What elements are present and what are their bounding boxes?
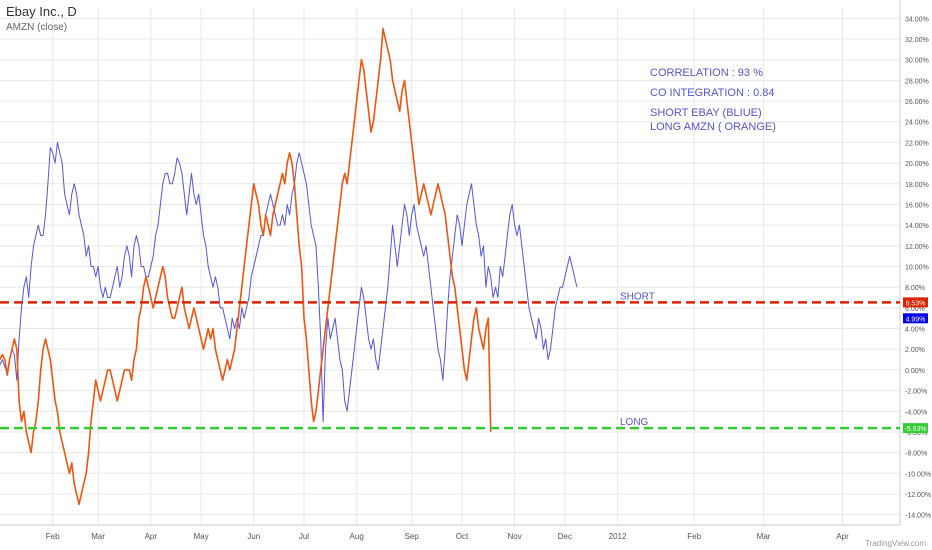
chart-title: Ebay Inc., D — [6, 4, 77, 19]
x-tick-label: Dec — [558, 532, 572, 541]
x-tick-label: Jun — [247, 532, 260, 541]
long-level-label: LONG — [620, 417, 649, 428]
y-tick-label: 16.00% — [905, 202, 929, 209]
x-tick-label: Mar — [91, 532, 105, 541]
x-tick-label: Oct — [456, 532, 469, 541]
x-tick-label: Apr — [836, 532, 849, 541]
x-tick-label: Nov — [508, 532, 522, 541]
y-tick-label: 26.00% — [905, 99, 929, 106]
y-tick-label: 22.00% — [905, 140, 929, 147]
y-tick-label: -8.00% — [905, 451, 927, 458]
y-tick-label: -4.00% — [905, 409, 927, 416]
long-badge-label: -5.63% — [904, 426, 926, 433]
y-tick-label: 4.00% — [905, 327, 925, 334]
x-tick-label: 2012 — [609, 532, 627, 541]
tradingview-watermark: TradingView.com — [865, 539, 926, 548]
amzn-series-line — [0, 27, 492, 506]
short-value-badge — [903, 297, 928, 308]
ebay-series-line — [0, 141, 578, 423]
y-tick-label: 34.00% — [905, 16, 929, 23]
y-tick-label: 30.00% — [905, 58, 929, 65]
y-tick-label: -14.00% — [905, 513, 931, 520]
analysis-notes: CORRELATION : 93 % CO INTEGRATION : 0.84… — [650, 66, 776, 134]
x-tick-label: Apr — [145, 532, 158, 541]
correlation-note: CORRELATION : 93 % — [650, 67, 763, 79]
y-tick-label: -6.00% — [905, 430, 927, 437]
y-tick-label: 24.00% — [905, 120, 929, 127]
compare-symbol-label: AMZN (close) — [6, 22, 68, 33]
y-tick-label: 18.00% — [905, 182, 929, 189]
x-tick-label: Feb — [687, 532, 701, 541]
ebay_last-badge-label: 4.99% — [906, 316, 926, 323]
short-level-label: SHORT — [620, 291, 655, 302]
short-badge-label: 6.53% — [906, 300, 926, 307]
y-tick-label: 28.00% — [905, 78, 929, 85]
x-tick-label: Aug — [350, 532, 364, 541]
y-tick-label: -2.00% — [905, 389, 927, 396]
short-ebay-note: SHORT EBAY (BLIUE) — [650, 107, 762, 119]
y-tick-label: 32.00% — [905, 37, 929, 44]
cointegration-note: CO INTEGRATION : 0.84 — [650, 87, 775, 99]
x-tick-label: Feb — [46, 532, 60, 541]
long-amzn-note: LONG AMZN ( ORANGE) — [650, 121, 776, 133]
x-tick-label: Sep — [405, 532, 420, 541]
y-tick-label: -10.00% — [905, 471, 931, 478]
y-tick-label: 12.00% — [905, 244, 929, 251]
y-tick-label: 10.00% — [905, 265, 929, 272]
y-tick-label: 20.00% — [905, 161, 929, 168]
y-tick-label: 0.00% — [905, 368, 925, 375]
y-tick-label: 6.00% — [905, 306, 925, 313]
y-tick-label: 14.00% — [905, 223, 929, 230]
y-tick-label: -12.00% — [905, 492, 931, 499]
x-tick-label: Mar — [757, 532, 771, 541]
x-tick-label: May — [194, 532, 209, 541]
y-tick-label: 2.00% — [905, 347, 925, 354]
long-value-badge — [903, 423, 928, 434]
x-tick-label: Jul — [299, 532, 309, 541]
ebay_last-value-badge — [903, 313, 928, 324]
y-tick-label: 8.00% — [905, 285, 925, 292]
